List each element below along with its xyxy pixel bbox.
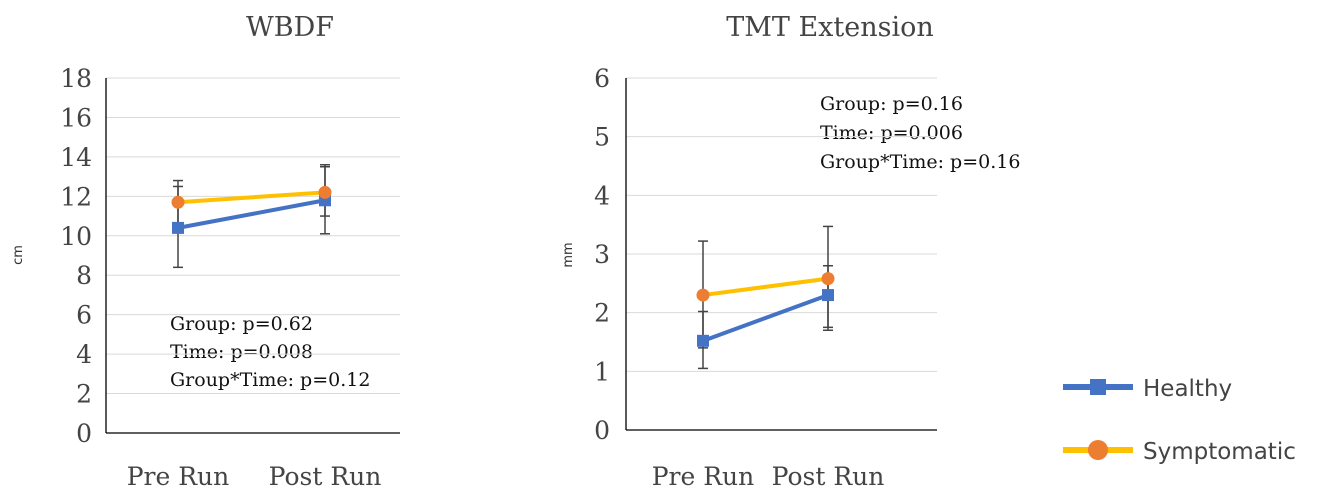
chart1-ytick-label: 0	[76, 419, 92, 448]
chart2-ytick-label: 5	[594, 123, 610, 152]
chart2-plot-area: 0 1 2 3 4 5 6 Pre Run Post Run	[594, 64, 937, 491]
chart1-symptomatic-marker	[318, 185, 332, 199]
legend-symptomatic-label: Symptomatic	[1143, 439, 1296, 465]
chart2-symptomatic-marker	[821, 272, 835, 286]
chart2-xtick-label: Pre Run	[652, 462, 755, 491]
chart1-title: WBDF	[246, 12, 334, 43]
chart1-ytick-label: 10	[60, 222, 92, 251]
legend-item-healthy: Healthy	[1063, 376, 1232, 402]
chart1-annotation: Group: p=0.62 Time: p=0.008 Group*Time: …	[170, 313, 370, 391]
chart1-ytick-label: 6	[76, 301, 92, 330]
chart2-annotation-line1: Group: p=0.16	[820, 93, 963, 115]
chart1-healthy-line	[177, 198, 326, 230]
chart1-xtick-label: Post Run	[269, 462, 382, 491]
chart1-ytick-label: 12	[60, 182, 92, 211]
chart1-ytick-label: 18	[60, 64, 92, 93]
chart2-annotation: Group: p=0.16 Time: p=0.006 Group*Time: …	[820, 93, 1020, 173]
chart1-xtick-label: Pre Run	[127, 462, 230, 491]
chart1-ytick-label: 8	[76, 261, 92, 290]
legend-healthy-marker	[1090, 379, 1106, 395]
chart2-ytick-label: 4	[594, 181, 610, 210]
chart1-annotation-line3: Group*Time: p=0.12	[170, 369, 370, 391]
chart1-ytick-label: 16	[60, 103, 92, 132]
chart1-plot-area: 0 2 4 6 8 10 12 14 16 18 Pre Run Post Run	[60, 64, 400, 491]
chart1-symptomatic-line	[177, 190, 326, 205]
chart2-ytick-label: 2	[594, 299, 610, 328]
chart2-symptomatic-line	[702, 276, 829, 298]
chart1-annotation-line2: Time: p=0.008	[170, 341, 313, 363]
chart2-annotation-line3: Group*Time: p=0.16	[820, 151, 1020, 173]
chart2-xtick-label: Post Run	[772, 462, 885, 491]
chart2-ytick-label: 0	[594, 416, 610, 445]
chart2-ylabel: mm	[561, 242, 576, 267]
chart1-annotation-line1: Group: p=0.62	[170, 313, 313, 335]
chart2-ytick-label: 3	[594, 240, 610, 269]
chart1-ylabel: cm	[11, 245, 26, 265]
chart2-ytick-label: 6	[594, 64, 610, 93]
chart2-healthy-line	[702, 293, 829, 343]
chart1-healthy-marker	[172, 221, 184, 234]
chart2-healthy-marker	[697, 334, 709, 347]
chart1-symptomatic-marker	[171, 195, 185, 209]
chart2-symptomatic-marker	[696, 288, 710, 302]
chart2-title: TMT Extension	[726, 12, 934, 43]
legend-symptomatic-marker	[1088, 440, 1108, 460]
chart2-ytick-label: 1	[594, 357, 610, 386]
chart2-healthy-marker	[822, 289, 834, 302]
chart1-ytick-label: 2	[76, 380, 92, 409]
chart1-ytick-label: 4	[76, 340, 92, 369]
legend-healthy-label: Healthy	[1143, 376, 1232, 402]
legend: Healthy Symptomatic	[1063, 376, 1296, 465]
chart2-annotation-line2: Time: p=0.006	[820, 122, 963, 144]
chart1-ytick-label: 14	[60, 143, 92, 172]
legend-item-symptomatic: Symptomatic	[1063, 439, 1296, 465]
